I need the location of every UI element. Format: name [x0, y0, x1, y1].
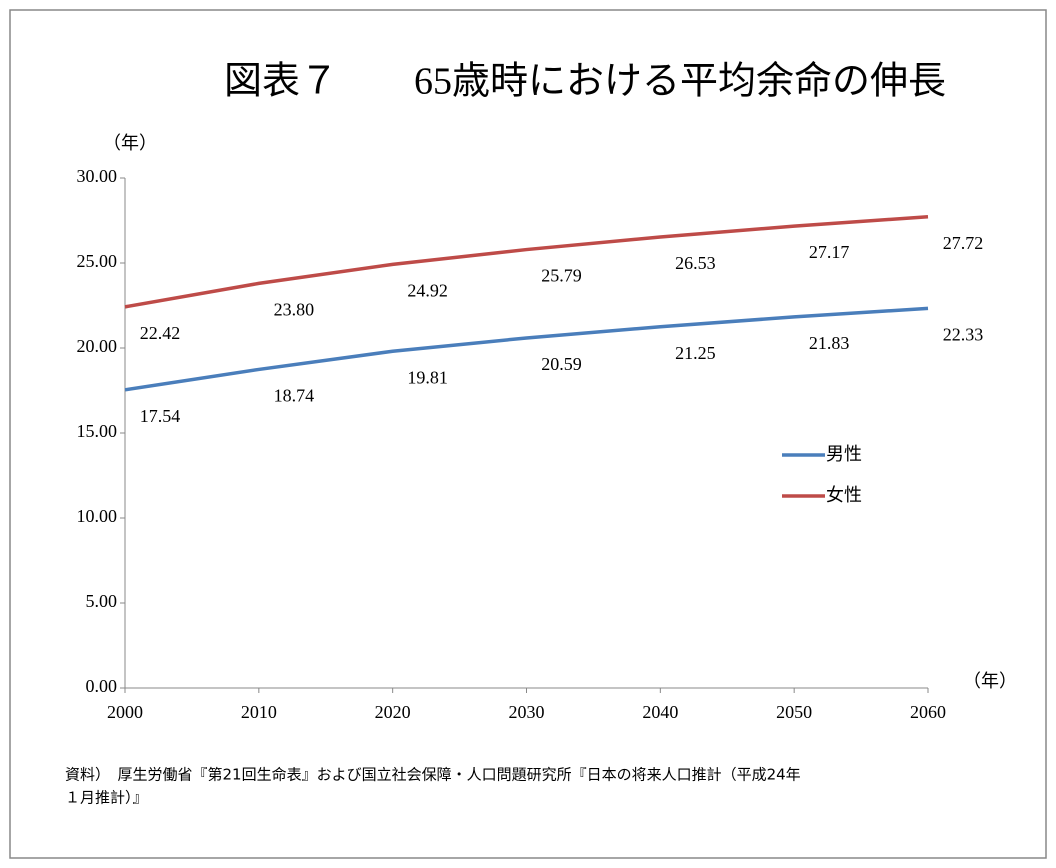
data-label: 27.72 — [943, 233, 984, 253]
data-label: 22.33 — [943, 325, 984, 345]
data-label: 26.53 — [675, 253, 716, 273]
data-label: 22.42 — [140, 323, 181, 343]
data-label: 21.83 — [809, 333, 850, 353]
chart-title: 図表７ 65歳時における平均余命の伸長 — [224, 61, 946, 103]
y-tick-label: 0.00 — [86, 676, 118, 696]
data-label: 25.79 — [541, 266, 582, 286]
data-label: 23.80 — [274, 300, 315, 320]
data-label: 17.54 — [140, 406, 181, 426]
series-line — [124, 306, 929, 392]
data-label: 27.17 — [809, 242, 850, 262]
source-note: 資料） 厚生労働省『第21回生命表』および国立社会保障・人口問題研究所『日本の将… — [65, 766, 801, 784]
y-tick-label: 20.00 — [77, 336, 118, 356]
y-tick-label: 25.00 — [77, 251, 118, 271]
legend-label: 女性 — [826, 485, 862, 506]
data-label: 21.25 — [675, 343, 716, 363]
x-tick-label: 2000 — [107, 702, 143, 722]
y-unit: （年） — [103, 133, 157, 153]
x-tick-label: 2020 — [375, 702, 411, 722]
x-tick-label: 2060 — [910, 702, 946, 722]
y-tick-label: 5.00 — [86, 591, 118, 611]
y-tick-label: 30.00 — [77, 166, 118, 186]
data-label: 20.59 — [541, 354, 582, 374]
x-unit: （年） — [963, 671, 1017, 691]
frame — [9, 9, 1047, 859]
x-tick-label: 2030 — [509, 702, 545, 722]
data-label: 19.81 — [407, 367, 448, 387]
x-tick-label: 2040 — [642, 702, 678, 722]
series-line — [124, 215, 929, 309]
legend-label: 男性 — [826, 444, 862, 465]
x-tick-label: 2050 — [776, 702, 812, 722]
source-note: １月推計）』 — [65, 789, 148, 807]
x-tick-label: 2010 — [241, 702, 277, 722]
y-tick-label: 10.00 — [77, 506, 118, 526]
data-label: 18.74 — [274, 386, 315, 406]
data-label: 24.92 — [407, 280, 448, 300]
y-tick-label: 15.00 — [77, 421, 118, 441]
